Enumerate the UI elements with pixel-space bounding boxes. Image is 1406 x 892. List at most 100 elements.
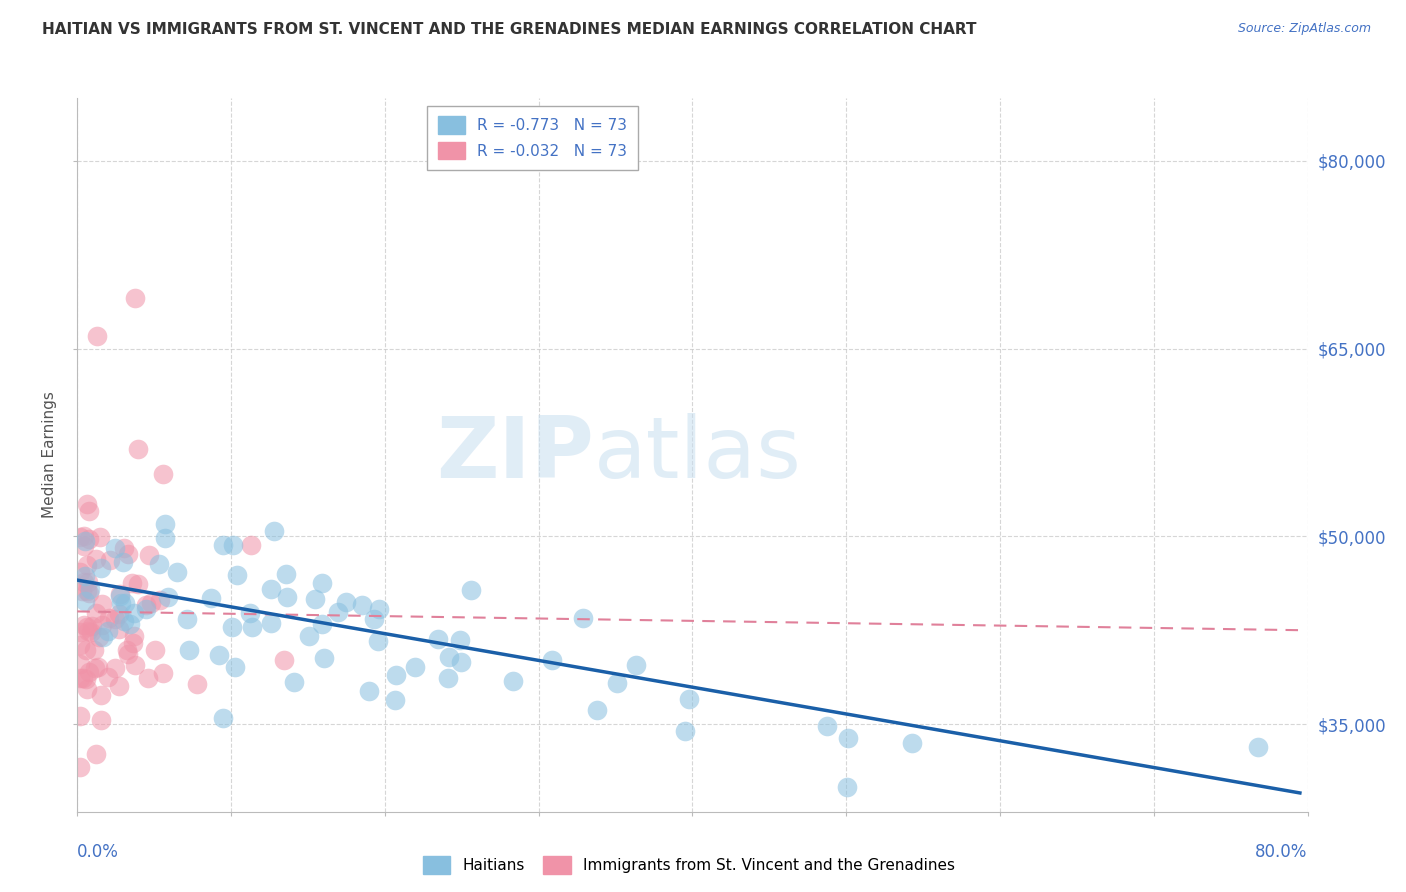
- Point: [153, 531, 176, 545]
- Text: HAITIAN VS IMMIGRANTS FROM ST. VINCENT AND THE GRENADINES MEDIAN EARNINGS CORREL: HAITIAN VS IMMIGRANTS FROM ST. VINCENT A…: [42, 22, 977, 37]
- Point: [104, 541, 127, 555]
- Point: [80, 625, 103, 640]
- Point: [260, 582, 283, 596]
- Point: [139, 597, 162, 611]
- Point: [72, 671, 94, 685]
- Point: [72, 618, 94, 632]
- Point: [124, 292, 146, 306]
- Point: [69, 671, 91, 685]
- Point: [153, 516, 176, 531]
- Point: [177, 642, 200, 657]
- Point: [69, 708, 91, 723]
- Point: [77, 504, 100, 518]
- Y-axis label: Median Earnings: Median Earnings: [42, 392, 58, 518]
- Point: [84, 606, 107, 620]
- Point: [77, 624, 100, 638]
- Point: [311, 616, 333, 631]
- Point: [110, 597, 132, 611]
- Point: [112, 614, 135, 628]
- Point: [79, 582, 101, 597]
- Point: [260, 616, 283, 631]
- Point: [673, 723, 696, 738]
- Point: [263, 524, 285, 539]
- Point: [276, 591, 298, 605]
- Point: [176, 612, 198, 626]
- Point: [90, 597, 112, 611]
- Point: [240, 538, 263, 552]
- Point: [901, 736, 924, 750]
- Point: [226, 568, 249, 582]
- Point: [90, 688, 112, 702]
- Point: [84, 661, 107, 675]
- Point: [104, 612, 127, 626]
- Point: [224, 660, 246, 674]
- Point: [312, 651, 335, 665]
- Point: [121, 576, 143, 591]
- Point: [135, 601, 157, 615]
- Point: [97, 670, 120, 684]
- Point: [450, 655, 472, 669]
- Point: [73, 594, 96, 608]
- Point: [72, 540, 94, 554]
- Point: [108, 589, 131, 603]
- Point: [363, 611, 385, 625]
- Point: [124, 606, 146, 620]
- Legend: Haitians, Immigrants from St. Vincent and the Grenadines: Haitians, Immigrants from St. Vincent an…: [416, 850, 962, 880]
- Point: [91, 630, 114, 644]
- Point: [357, 684, 380, 698]
- Point: [79, 586, 101, 600]
- Point: [221, 620, 243, 634]
- Point: [84, 552, 107, 566]
- Point: [115, 643, 138, 657]
- Point: [121, 636, 143, 650]
- Point: [449, 632, 471, 647]
- Point: [77, 665, 100, 679]
- Text: 80.0%: 80.0%: [1256, 843, 1308, 861]
- Point: [148, 557, 170, 571]
- Point: [76, 584, 98, 599]
- Point: [437, 671, 460, 685]
- Point: [76, 558, 98, 572]
- Point: [208, 648, 231, 662]
- Point: [108, 622, 131, 636]
- Point: [240, 620, 263, 634]
- Point: [200, 591, 222, 605]
- Point: [326, 605, 349, 619]
- Point: [149, 593, 172, 607]
- Point: [127, 576, 149, 591]
- Point: [427, 632, 450, 646]
- Point: [367, 634, 389, 648]
- Point: [77, 532, 100, 546]
- Point: [80, 619, 103, 633]
- Point: [678, 691, 700, 706]
- Point: [276, 566, 298, 581]
- Point: [368, 602, 391, 616]
- Point: [335, 595, 357, 609]
- Point: [124, 658, 146, 673]
- Point: [239, 607, 262, 621]
- Point: [117, 547, 139, 561]
- Point: [69, 530, 91, 544]
- Point: [222, 538, 245, 552]
- Point: [75, 672, 97, 686]
- Point: [112, 541, 135, 555]
- Point: [73, 533, 96, 548]
- Point: [69, 657, 91, 672]
- Point: [837, 780, 859, 794]
- Point: [104, 660, 127, 674]
- Point: [837, 731, 859, 746]
- Point: [73, 574, 96, 589]
- Point: [69, 759, 91, 773]
- Point: [87, 631, 110, 645]
- Point: [352, 598, 374, 612]
- Point: [143, 643, 166, 657]
- Point: [90, 561, 112, 575]
- Point: [460, 582, 482, 597]
- Point: [90, 714, 112, 728]
- Point: [152, 467, 174, 481]
- Point: [86, 329, 108, 343]
- Point: [76, 497, 98, 511]
- Point: [283, 675, 305, 690]
- Point: [502, 674, 524, 689]
- Point: [98, 553, 121, 567]
